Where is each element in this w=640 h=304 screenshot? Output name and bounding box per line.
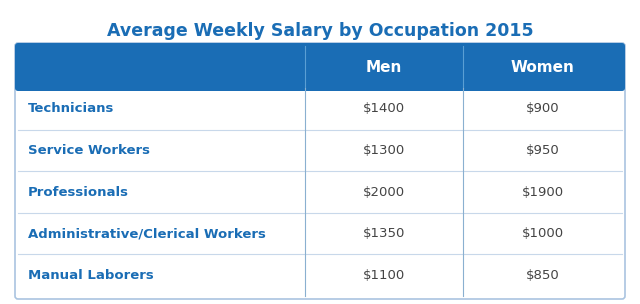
- Text: $900: $900: [526, 102, 559, 115]
- Text: $1000: $1000: [522, 227, 564, 240]
- Text: $1350: $1350: [363, 227, 405, 240]
- Text: $1400: $1400: [363, 102, 405, 115]
- Text: $1300: $1300: [363, 144, 405, 157]
- Text: $1100: $1100: [363, 269, 405, 282]
- Text: Manual Laborers: Manual Laborers: [28, 269, 154, 282]
- Text: Administrative/Clerical Workers: Administrative/Clerical Workers: [28, 227, 266, 240]
- Text: $1900: $1900: [522, 185, 564, 199]
- FancyBboxPatch shape: [15, 43, 625, 299]
- Text: $2000: $2000: [363, 185, 405, 199]
- Text: Average Weekly Salary by Occupation 2015: Average Weekly Salary by Occupation 2015: [107, 22, 533, 40]
- Text: $850: $850: [526, 269, 559, 282]
- Bar: [18, 71, 622, 88]
- FancyBboxPatch shape: [15, 43, 625, 91]
- Text: Professionals: Professionals: [28, 185, 129, 199]
- Text: Women: Women: [511, 60, 575, 74]
- Text: Men: Men: [366, 60, 403, 74]
- Text: $950: $950: [526, 144, 559, 157]
- Text: Technicians: Technicians: [28, 102, 115, 115]
- Text: Service Workers: Service Workers: [28, 144, 150, 157]
